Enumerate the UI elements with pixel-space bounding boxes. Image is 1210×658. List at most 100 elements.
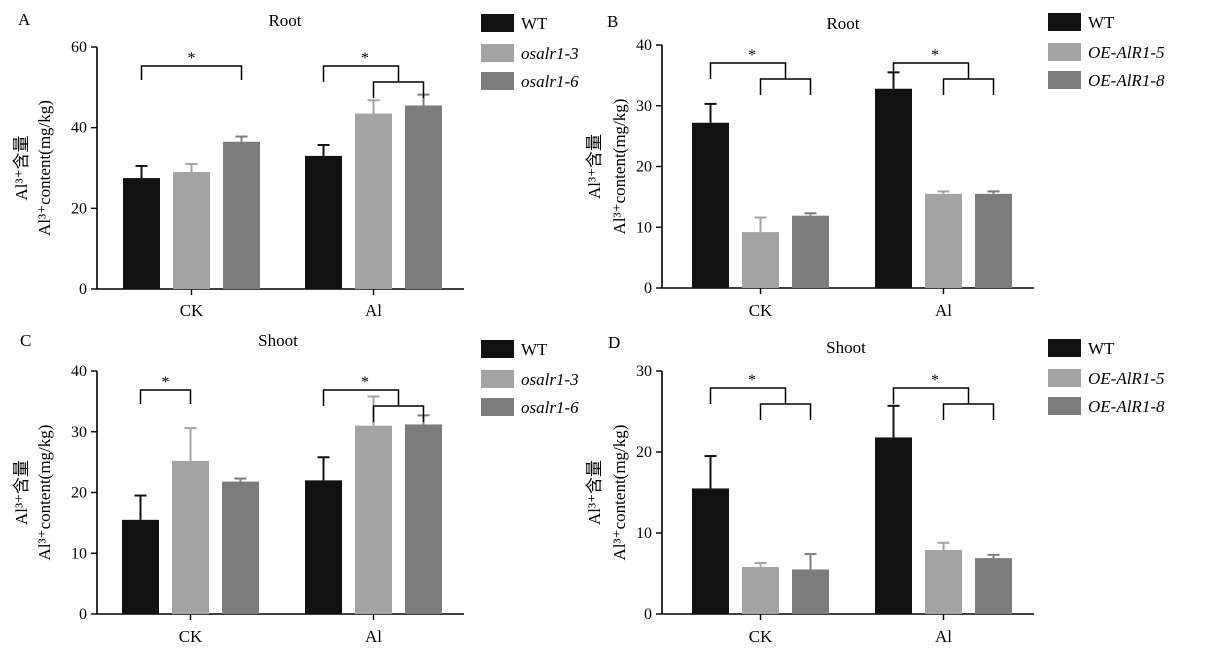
y-tick-label: 40 [636, 37, 652, 54]
y-tick-label: 10 [636, 219, 652, 236]
y-tick-label: 20 [71, 200, 87, 217]
bar [355, 113, 392, 289]
legend-swatch [1048, 397, 1081, 415]
legend: WT OE-AlR1-5 OE-AlR1-8 [1048, 13, 1165, 90]
panel-letter: C [20, 331, 31, 350]
y-tick-label: 30 [636, 363, 652, 380]
legend-label: OE-AlR1-8 [1088, 397, 1165, 416]
bar [305, 155, 342, 289]
x-tick-label: Al [935, 627, 952, 646]
legend-label: WT [521, 14, 548, 33]
y-tick-label: 0 [79, 606, 87, 623]
legend: WT osalr1-3 osalr1-6 [481, 14, 579, 91]
significance-bracket-inner [759, 78, 812, 95]
significance-star: * [188, 50, 196, 67]
significance-bracket [140, 65, 243, 80]
bar [925, 550, 962, 614]
y-tick-label: 60 [71, 39, 87, 56]
y-tick-label: 40 [71, 363, 87, 380]
legend-swatch [1048, 13, 1081, 31]
bar [355, 425, 392, 614]
bar [123, 178, 160, 289]
chart-title: Root [268, 11, 301, 30]
panel-letter: A [18, 10, 31, 29]
y-axis-label: Al³⁺content(mg/kg) [35, 100, 54, 236]
panel-letter: B [607, 12, 618, 31]
panel-c: C Shoot Al³⁺含量 Al³⁺content(mg/kg) 0 10 20 30 40 C… [12, 331, 579, 646]
y-axis-label: Al³⁺content(mg/kg) [610, 425, 629, 561]
significance-bracket [322, 389, 400, 406]
legend-label: WT [521, 340, 548, 359]
significance-bracket [709, 62, 787, 79]
legend-label: OE-AlR1-8 [1088, 71, 1165, 90]
y-axis-label-cn: Al³⁺含量 [12, 460, 31, 525]
panel-letter: D [608, 333, 620, 352]
bar [223, 141, 260, 289]
bar [222, 481, 259, 614]
bar [305, 480, 342, 614]
y-tick-label: 20 [636, 159, 652, 176]
bar [975, 558, 1012, 614]
legend-label: osalr1-3 [521, 370, 579, 389]
legend-swatch [481, 72, 514, 90]
bar [405, 424, 442, 614]
legend-swatch [1048, 339, 1081, 357]
bar [692, 122, 729, 288]
x-tick-label: Al [365, 301, 382, 320]
chart-title: Shoot [258, 331, 298, 350]
bar [173, 172, 210, 289]
y-axis-label-cn: Al³⁺含量 [585, 134, 604, 199]
bar [692, 488, 729, 614]
x-tick-label: CK [749, 627, 773, 646]
significance-bracket [139, 389, 192, 404]
chart-title: Shoot [826, 338, 866, 357]
legend-label: osalr1-6 [521, 72, 579, 91]
y-tick-label: 20 [636, 444, 652, 461]
significance-bracket [709, 387, 787, 404]
bar [925, 193, 962, 288]
legend-swatch [481, 14, 514, 32]
x-tick-label: CK [179, 627, 203, 646]
legend-swatch [481, 398, 514, 416]
legend-label: WT [1088, 13, 1115, 32]
significance-star: * [931, 47, 939, 64]
panel-d: D Shoot Al³⁺含量 Al³⁺content(mg/kg) 0 10 20 30 CK *… [585, 333, 1165, 646]
legend-swatch [1048, 369, 1081, 387]
chart-title: Root [826, 14, 859, 33]
significance-star: * [748, 372, 756, 389]
y-axis-label-cn: Al³⁺含量 [585, 460, 604, 525]
y-tick-label: 0 [644, 606, 652, 623]
significance-star: * [361, 374, 369, 391]
significance-star: * [931, 372, 939, 389]
y-axis-label-cn: Al³⁺含量 [12, 135, 31, 200]
panel-b: B Root Al³⁺含量 Al³⁺content(mg/kg) 0 10 20 30 40 CK… [585, 12, 1165, 320]
legend-label: OE-AlR1-5 [1088, 369, 1164, 388]
bar [172, 460, 209, 614]
bar [975, 193, 1012, 288]
legend-label: OE-AlR1-5 [1088, 43, 1164, 62]
y-tick-label: 20 [71, 485, 87, 502]
y-tick-label: 40 [71, 120, 87, 137]
legend-swatch [481, 44, 514, 62]
legend-label: osalr1-6 [521, 398, 579, 417]
significance-bracket-inner [942, 78, 995, 95]
x-tick-label: Al [365, 627, 382, 646]
y-axis-label: Al³⁺content(mg/kg) [35, 425, 54, 561]
panel-a: A Root Al³⁺含量 Al³⁺content(mg/kg) 0 20 40 60 CK * A… [12, 10, 579, 320]
x-tick-label: CK [749, 301, 773, 320]
significance-bracket [322, 65, 400, 82]
legend-swatch [1048, 71, 1081, 89]
legend-label: WT [1088, 339, 1115, 358]
significance-star: * [748, 47, 756, 64]
legend-swatch [481, 340, 514, 358]
bar [875, 437, 912, 614]
y-axis-label: Al³⁺content(mg/kg) [610, 99, 629, 235]
significance-star: * [162, 374, 170, 391]
y-tick-label: 0 [79, 281, 87, 298]
x-tick-label: Al [935, 301, 952, 320]
legend-swatch [481, 370, 514, 388]
significance-bracket-inner [372, 405, 425, 422]
significance-bracket-inner [372, 81, 425, 98]
significance-bracket [892, 387, 970, 404]
bar [792, 569, 829, 614]
